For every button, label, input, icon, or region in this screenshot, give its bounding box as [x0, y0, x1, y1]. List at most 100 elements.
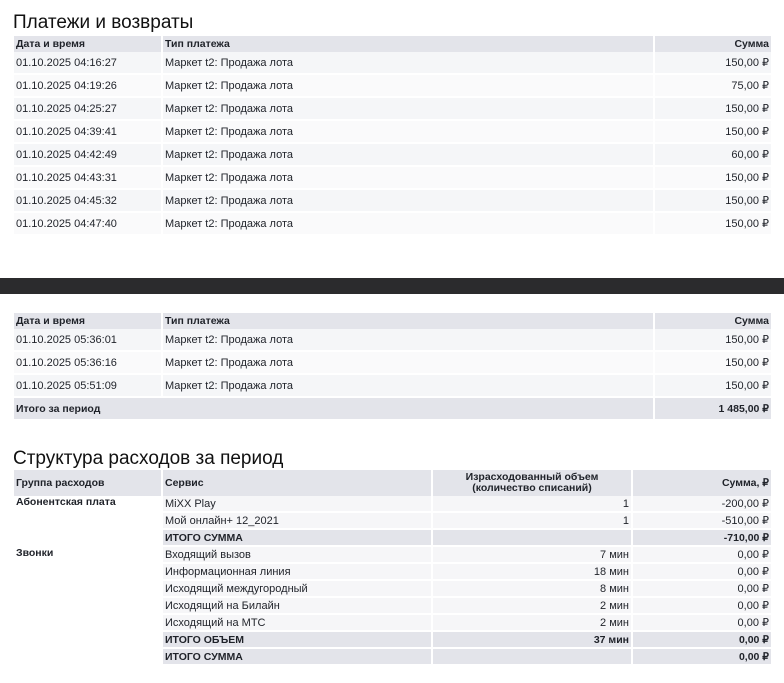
cell-group: Абонентская плата — [14, 496, 161, 547]
table-row: 01.10.2025 04:43:31 Маркет t2: Продажа ло… — [14, 167, 771, 190]
table-row: Исходящий междугородный 8 мин 0,00 ₽ — [14, 581, 771, 598]
col-service: Сервис — [163, 470, 431, 496]
col-volume: Израсходованный объем (количество списани… — [433, 470, 631, 496]
col-volume-line1: Израсходованный объем — [465, 471, 599, 483]
cell-sum: 0,00 ₽ — [633, 581, 771, 598]
cell-service: Исходящий на МТС — [163, 615, 431, 632]
cell-amount: 150,00 ₽ — [655, 213, 771, 236]
cell-service: Входящий вызов — [163, 547, 431, 564]
cell-sum: 0,00 ₽ — [633, 564, 771, 581]
cell-service: ИТОГО СУММА — [163, 649, 431, 666]
expenses-table: Группа расходов Сервис Израсходованный о… — [12, 470, 773, 666]
total-label: Итого за период — [14, 398, 653, 421]
total-value: 1 485,00 ₽ — [655, 398, 771, 421]
cell-amount: 60,00 ₽ — [655, 144, 771, 167]
cell-volume: 7 мин — [433, 547, 631, 564]
cell-volume — [433, 530, 631, 547]
table-row: 01.10.2025 04:25:27 Маркет t2: Продажа ло… — [14, 98, 771, 121]
cell-date: 01.10.2025 04:42:49 — [14, 144, 161, 167]
cell-amount: 75,00 ₽ — [655, 75, 771, 98]
table-row: Исходящий на МТС 2 мин 0,00 ₽ — [14, 615, 771, 632]
cell-date: 01.10.2025 04:39:41 — [14, 121, 161, 144]
table-row: 01.10.2025 05:51:09 Маркет t2: Продажа ло… — [14, 375, 771, 398]
cell-date: 01.10.2025 05:36:16 — [14, 352, 161, 375]
col-volume-line2: (количество списаний) — [472, 482, 592, 494]
cell-date: 01.10.2025 04:45:32 — [14, 190, 161, 213]
cell-type: Маркет t2: Продажа лота — [163, 375, 653, 398]
cell-amount: 150,00 ₽ — [655, 167, 771, 190]
total-row: ИТОГО ОБЪЕМ 37 мин 0,00 ₽ — [14, 632, 771, 649]
cell-sum: -200,00 ₽ — [633, 496, 771, 513]
cell-date: 01.10.2025 04:16:27 — [14, 52, 161, 75]
cell-amount: 150,00 ₽ — [655, 190, 771, 213]
col-date: Дата и время — [14, 313, 161, 329]
table-row: 01.10.2025 04:42:49 Маркет t2: Продажа ло… — [14, 144, 771, 167]
table-row: 01.10.2025 04:45:32 Маркет t2: Продажа ло… — [14, 190, 771, 213]
expenses-title: Структура расходов за период — [13, 448, 284, 469]
cell-service: Исходящий на Билайн — [163, 598, 431, 615]
cell-date: 01.10.2025 04:19:26 — [14, 75, 161, 98]
cell-volume: 2 мин — [433, 598, 631, 615]
payments-table-continued: Дата и время Тип платежа Сумма 01.10.202… — [12, 313, 773, 421]
cell-amount: 150,00 ₽ — [655, 52, 771, 75]
cell-volume: 8 мин — [433, 581, 631, 598]
cell-type: Маркет t2: Продажа лота — [163, 167, 653, 190]
total-row: ИТОГО СУММА 0,00 ₽ — [14, 649, 771, 666]
cell-service: Информационная линия — [163, 564, 431, 581]
table-row: Информационная линия 18 мин 0,00 ₽ — [14, 564, 771, 581]
cell-sum: 0,00 ₽ — [633, 547, 771, 564]
cell-sum: 0,00 ₽ — [633, 615, 771, 632]
cell-volume: 18 мин — [433, 564, 631, 581]
table-row: 01.10.2025 04:16:27 Маркет t2: Продажа ло… — [14, 52, 771, 75]
cell-date: 01.10.2025 04:47:40 — [14, 213, 161, 236]
col-sum: Сумма, ₽ — [633, 470, 771, 496]
col-type: Тип платежа — [163, 313, 653, 329]
cell-sum: 0,00 ₽ — [633, 649, 771, 666]
table-row: 01.10.2025 04:47:40 Маркет t2: Продажа ло… — [14, 213, 771, 236]
col-amount: Сумма — [655, 36, 771, 52]
col-date: Дата и время — [14, 36, 161, 52]
cell-service: Мой онлайн+ 12_2021 — [163, 513, 431, 530]
cell-date: 01.10.2025 05:51:09 — [14, 375, 161, 398]
cell-service: MiXX Play — [163, 496, 431, 513]
cell-amount: 150,00 ₽ — [655, 329, 771, 352]
cell-volume: 1 — [433, 496, 631, 513]
payments-title: Платежи и возвраты — [13, 12, 194, 33]
cell-volume: 37 мин — [433, 632, 631, 649]
cell-date: 01.10.2025 04:43:31 — [14, 167, 161, 190]
cell-amount: 150,00 ₽ — [655, 352, 771, 375]
table-row: 01.10.2025 04:39:41 Маркет t2: Продажа ло… — [14, 121, 771, 144]
cell-volume: 2 мин — [433, 615, 631, 632]
cell-group: Звонки — [14, 547, 161, 666]
cell-type: Маркет t2: Продажа лота — [163, 52, 653, 75]
table-row: Абонентская плата MiXX Play 1 -200,00 ₽ — [14, 496, 771, 547]
cell-volume: 1 — [433, 513, 631, 530]
total-row: ИТОГО СУММА -710,00 ₽ — [14, 530, 771, 547]
col-type: Тип платежа — [163, 36, 653, 52]
cell-type: Маркет t2: Продажа лота — [163, 121, 653, 144]
cell-type: Маркет t2: Продажа лота — [163, 213, 653, 236]
cell-amount: 150,00 ₽ — [655, 375, 771, 398]
cell-type: Маркет t2: Продажа лота — [163, 75, 653, 98]
col-amount: Сумма — [655, 313, 771, 329]
cell-type: Маркет t2: Продажа лота — [163, 190, 653, 213]
table-row: Мой онлайн+ 12_2021 1 -510,00 ₽ — [14, 513, 771, 530]
cell-service: Исходящий междугородный — [163, 581, 431, 598]
cell-type: Маркет t2: Продажа лота — [163, 352, 653, 375]
cell-service: ИТОГО ОБЪЕМ — [163, 632, 431, 649]
payments-table: Дата и время Тип платежа Сумма 01.10.202… — [12, 36, 773, 236]
cell-amount: 150,00 ₽ — [655, 121, 771, 144]
table-row: 01.10.2025 05:36:16 Маркет t2: Продажа ло… — [14, 352, 771, 375]
page-divider — [0, 278, 784, 294]
cell-type: Маркет t2: Продажа лота — [163, 144, 653, 167]
table-row: Исходящий на Билайн 2 мин 0,00 ₽ — [14, 598, 771, 615]
cell-sum: 0,00 ₽ — [633, 632, 771, 649]
total-row: Итого за период 1 485,00 ₽ — [14, 398, 771, 421]
table-row: Звонки Входящий вызов 7 мин 0,00 ₽ — [14, 547, 771, 666]
cell-type: Маркет t2: Продажа лота — [163, 98, 653, 121]
cell-service: ИТОГО СУММА — [163, 530, 431, 547]
cell-date: 01.10.2025 05:36:01 — [14, 329, 161, 352]
cell-amount: 150,00 ₽ — [655, 98, 771, 121]
table-row: 01.10.2025 05:36:01 Маркет t2: Продажа ло… — [14, 329, 771, 352]
cell-sum: 0,00 ₽ — [633, 598, 771, 615]
